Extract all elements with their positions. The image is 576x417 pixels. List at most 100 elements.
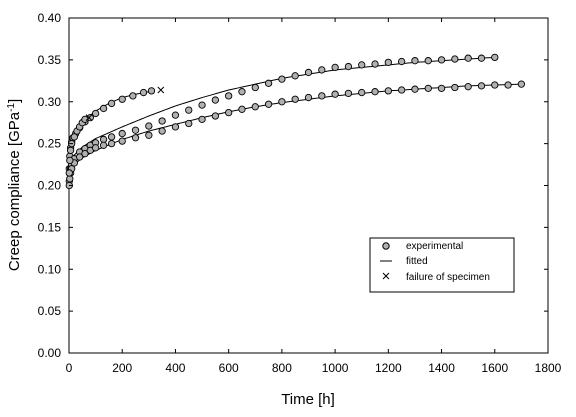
experimental-point xyxy=(198,115,206,123)
experimental-point xyxy=(211,112,220,120)
axis-ticks xyxy=(68,17,549,354)
x-tick-label: 1800 xyxy=(535,361,562,375)
x-tick-label: 400 xyxy=(165,361,185,375)
experimental-point xyxy=(451,55,459,63)
experimental-point xyxy=(344,62,353,71)
tick-labels: 0 200 400 600 800 1000 1200 1400 1600 1800 0.00 0.0… xyxy=(38,11,562,375)
experimental-point xyxy=(107,139,116,148)
x-tick-label: 1600 xyxy=(481,361,508,375)
experimental-point xyxy=(171,111,180,119)
experimental-point xyxy=(358,61,366,69)
experimental-point xyxy=(185,106,193,114)
experimental-point xyxy=(66,146,75,154)
y-axis-title-close: ] xyxy=(6,99,23,103)
experimental-point xyxy=(264,100,273,108)
experimental-point xyxy=(145,122,153,130)
experimental-series xyxy=(65,115,89,177)
experimental-point xyxy=(264,79,273,87)
experimental-point xyxy=(70,133,78,141)
experimental-point xyxy=(81,115,89,123)
experimental-point xyxy=(331,90,339,98)
legend-marker-experimental xyxy=(382,242,390,250)
x-tick-label: 200 xyxy=(112,361,132,375)
y-axis-title: Creep compliance [GPa-1] xyxy=(6,99,23,271)
experimental-point xyxy=(81,150,89,158)
x-tick-label: 800 xyxy=(272,361,292,375)
experimental-point xyxy=(331,63,339,72)
experimental-point xyxy=(491,81,499,89)
legend-label-experimental: experimental xyxy=(406,241,463,252)
experimental-point xyxy=(278,98,286,106)
experimental-point xyxy=(477,82,486,90)
experimental-point xyxy=(318,92,326,100)
legend-marker-failure xyxy=(382,272,390,280)
experimental-point xyxy=(158,117,166,125)
experimental-point xyxy=(424,84,432,93)
experimental-point xyxy=(437,84,446,93)
experimental-point xyxy=(464,54,472,62)
experimental-point xyxy=(238,88,246,96)
experimental-point xyxy=(91,109,100,118)
experimental-point xyxy=(65,169,73,177)
experimental-point xyxy=(318,66,326,74)
y-tick-label: 0.25 xyxy=(38,137,62,151)
x-tick-label: 1200 xyxy=(375,361,402,375)
y-tick-label: 0.30 xyxy=(38,95,62,109)
experimental-point xyxy=(251,103,259,111)
x-tick-label: 0 xyxy=(66,361,73,375)
experimental-point xyxy=(185,119,193,128)
plot-area xyxy=(65,17,549,354)
x-tick-label: 1000 xyxy=(322,361,349,375)
experimental-point xyxy=(238,105,246,113)
legend-label-fitted: fitted xyxy=(406,256,428,267)
experimental-point xyxy=(75,153,84,161)
experimental-point xyxy=(211,96,220,104)
experimental-point xyxy=(131,134,140,142)
experimental-point xyxy=(139,88,148,97)
experimental-point xyxy=(107,99,116,108)
experimental-point xyxy=(384,58,392,67)
experimental-point xyxy=(411,85,419,93)
experimental-point xyxy=(147,87,156,95)
y-tick-label: 0.05 xyxy=(38,304,62,318)
experimental-point xyxy=(131,126,140,134)
experimental-point xyxy=(278,75,286,83)
experimental-point xyxy=(504,81,512,89)
experimental-point xyxy=(477,54,486,62)
x-tick-label: 600 xyxy=(219,361,239,375)
experimental-point xyxy=(304,68,313,77)
experimental-point xyxy=(291,72,299,80)
legend: experimental fitted failure of specimen xyxy=(369,237,515,293)
legend-box xyxy=(369,237,515,293)
experimental-point xyxy=(437,56,446,64)
experimental-point xyxy=(517,80,526,88)
experimental-point xyxy=(129,92,137,100)
experimental-point xyxy=(397,86,406,94)
y-axis-title-superscript: -1 xyxy=(6,103,17,112)
experimental-point xyxy=(424,57,432,65)
y-tick-label: 0.15 xyxy=(38,220,62,234)
experimental-point xyxy=(304,93,313,102)
y-tick-label: 0.20 xyxy=(38,179,62,193)
experimental-point xyxy=(66,156,74,165)
experimental-point xyxy=(291,95,299,103)
experimental-point xyxy=(384,87,392,95)
experimental-point xyxy=(225,92,233,100)
experimental-point xyxy=(66,175,74,183)
experimental-point xyxy=(171,123,180,131)
x-axis-title: Time [h] xyxy=(281,391,335,408)
experimental-point xyxy=(99,141,108,149)
experimental-point xyxy=(118,137,126,145)
y-tick-label: 0.00 xyxy=(38,346,62,360)
failure-marker xyxy=(157,86,165,94)
experimental-point xyxy=(198,101,206,109)
experimental-point xyxy=(397,57,406,66)
experimental-point xyxy=(99,104,108,113)
y-tick-label: 0.35 xyxy=(38,53,62,67)
experimental-point xyxy=(225,108,233,117)
experimental-point xyxy=(371,88,379,96)
experimental-point xyxy=(358,88,366,97)
